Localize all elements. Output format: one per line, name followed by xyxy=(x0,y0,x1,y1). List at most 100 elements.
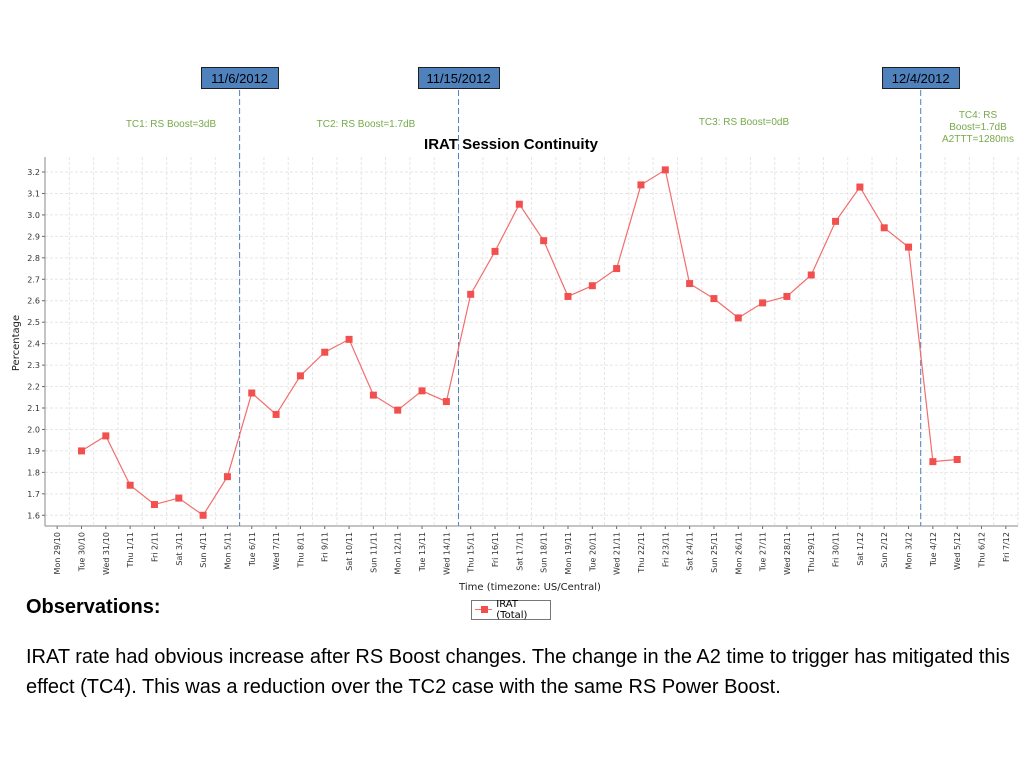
test-case-line: TC4: RS xyxy=(958,110,998,121)
data-point xyxy=(856,183,864,191)
y-tick-label: 2.4 xyxy=(27,340,40,349)
x-tick-label: Tue 20/11 xyxy=(588,532,597,572)
x-tick-label: Wed 28/11 xyxy=(783,532,792,575)
y-tick-label: 2.6 xyxy=(27,297,40,306)
y-tick-label: 2.9 xyxy=(27,232,40,241)
data-point xyxy=(442,398,450,406)
legend-label: IRAT (Total) xyxy=(496,599,528,621)
x-tick-label: Sat 24/11 xyxy=(686,532,695,571)
series-irat-total xyxy=(77,166,961,519)
legend: IRAT (Total) xyxy=(471,599,551,621)
y-tick-label: 3.2 xyxy=(27,168,40,177)
y-tick-label: 1.8 xyxy=(27,468,40,477)
data-point xyxy=(345,335,353,343)
x-tick-label: Tue 30/10 xyxy=(77,532,86,572)
data-point xyxy=(467,290,475,298)
x-tick-label: Thu 1/11 xyxy=(126,532,135,569)
test-case-line: A2TTT=1280ms xyxy=(942,134,1014,145)
data-point xyxy=(540,237,548,245)
irat-chart: Mon 29/10 Tue 30/10 Wed 31/10 Thu 1/11 Fri 2… xyxy=(11,90,1019,593)
x-tick-label: Tue 13/11 xyxy=(418,532,427,572)
x-tick-label: Sat 10/11 xyxy=(345,532,354,571)
test-case-label: TC2: RS Boost=1.7dB xyxy=(306,119,426,131)
test-case-label: TC1: RS Boost=3dB xyxy=(111,119,231,131)
chart-title: IRAT Session Continuity xyxy=(424,136,599,153)
y-tick-label: 2.1 xyxy=(27,404,40,413)
data-point xyxy=(77,447,85,455)
data-point xyxy=(199,511,207,519)
x-tick-label: Wed 21/11 xyxy=(613,532,622,575)
marker-box: 12/4/2012 xyxy=(881,67,960,89)
x-tick-label: Fri 16/11 xyxy=(491,532,500,567)
x-tick-label: Fri 2/11 xyxy=(150,532,159,562)
y-axis-label: Percentage xyxy=(11,315,22,371)
x-tick-label: Mon 19/11 xyxy=(564,532,573,574)
y-tick-label: 2.3 xyxy=(27,361,40,370)
x-axis-label: Time (timezone: US/Central) xyxy=(458,582,601,593)
x-tick-label: Wed 7/11 xyxy=(272,532,281,570)
data-point xyxy=(491,247,499,255)
grid-lines xyxy=(44,157,1019,526)
x-tick-label: Wed 31/10 xyxy=(102,532,111,575)
y-tick-label: 1.6 xyxy=(27,511,40,520)
x-tick-label: Tue 4/12 xyxy=(929,532,938,567)
x-tick-label: Thu 6/12 xyxy=(978,532,987,569)
data-point xyxy=(564,292,572,300)
axes: Mon 29/10 Tue 30/10 Wed 31/10 Thu 1/11 Fri 2… xyxy=(27,157,1018,575)
test-case-label: TC3: RS Boost=0dB xyxy=(684,117,804,129)
x-tick-label: Mon 29/10 xyxy=(53,532,62,574)
x-tick-label: Sat 3/11 xyxy=(175,532,184,566)
test-case-line: TC3: RS Boost=0dB xyxy=(698,117,790,128)
data-point xyxy=(102,432,110,440)
test-case-line: TC2: RS Boost=1.7dB xyxy=(316,119,416,130)
x-tick-label: Thu 22/11 xyxy=(637,532,646,574)
data-point xyxy=(637,181,645,189)
x-tick-label: Wed 14/11 xyxy=(442,532,451,575)
data-point xyxy=(418,387,426,395)
x-tick-label: Wed 5/12 xyxy=(953,532,962,570)
y-tick-label: 1.9 xyxy=(27,447,40,456)
data-point xyxy=(126,481,134,489)
data-point xyxy=(613,265,621,273)
x-tick-label: Sun 11/11 xyxy=(369,532,378,573)
data-point xyxy=(832,217,840,225)
x-tick-label: Sun 25/11 xyxy=(710,532,719,573)
y-tick-label: 1.7 xyxy=(27,490,40,499)
data-point xyxy=(150,501,158,509)
x-tick-label: Sun 4/11 xyxy=(199,532,208,568)
data-point xyxy=(905,243,913,251)
data-point xyxy=(710,295,718,303)
x-tick-label: Mon 12/11 xyxy=(394,532,403,574)
x-tick-label: Mon 26/11 xyxy=(734,532,743,574)
test-case-label: TC4: RS Boost=1.7dB A2TTT=1280ms xyxy=(918,110,1024,146)
x-tick-label: Sat 1/12 xyxy=(856,532,865,566)
x-tick-label: Sun 18/11 xyxy=(540,532,549,573)
y-tick-label: 2.5 xyxy=(27,318,40,327)
data-point xyxy=(661,166,669,174)
data-point xyxy=(588,282,596,290)
marker-box: 11/15/2012 xyxy=(417,67,500,89)
y-tick-label: 3.1 xyxy=(27,189,40,198)
x-tick-label: Sat 17/11 xyxy=(515,532,524,571)
data-point xyxy=(175,494,183,502)
x-tick-label: Mon 3/12 xyxy=(905,532,914,569)
data-point xyxy=(734,314,742,322)
x-tick-label: Tue 27/11 xyxy=(759,532,768,572)
y-tick-label: 2.7 xyxy=(27,275,40,284)
data-point xyxy=(248,389,256,397)
x-tick-label: Fri 9/11 xyxy=(321,532,330,562)
y-tick-label: 2.2 xyxy=(27,383,40,392)
data-point xyxy=(759,299,767,307)
x-tick-label: Thu 29/11 xyxy=(807,532,816,574)
x-tick-label: Fri 23/11 xyxy=(661,532,670,567)
data-point xyxy=(223,473,231,481)
marker-box: 11/6/2012 xyxy=(200,67,279,89)
y-tick-label: 2.8 xyxy=(27,254,40,263)
x-tick-label: Mon 5/11 xyxy=(223,532,232,569)
x-tick-label: Sun 2/12 xyxy=(880,532,889,568)
data-point xyxy=(272,410,280,418)
data-point xyxy=(880,224,888,232)
marker-lines xyxy=(239,90,922,526)
data-point xyxy=(296,372,304,380)
observations-body: IRAT rate had obvious increase after RS … xyxy=(26,646,1010,698)
